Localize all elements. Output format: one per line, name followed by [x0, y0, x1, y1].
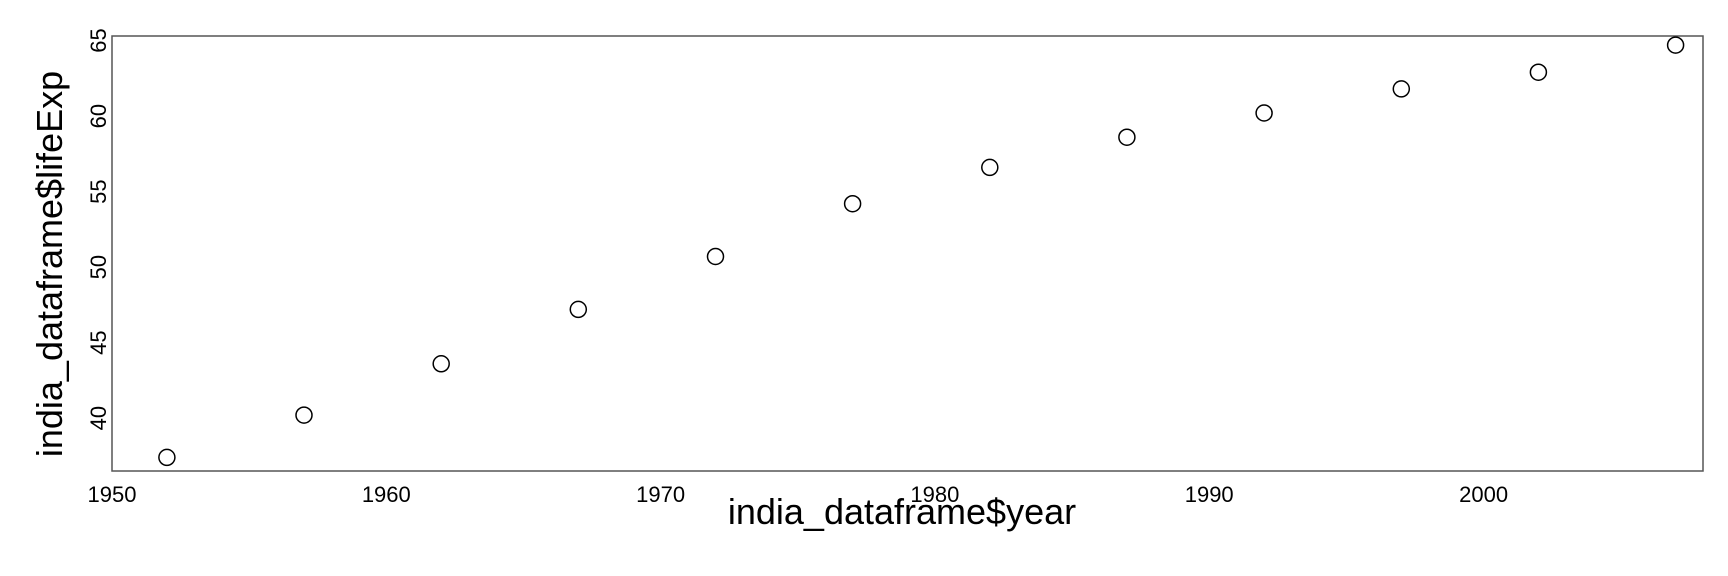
x-tick-label: 1950: [88, 482, 137, 507]
data-point: [1529, 63, 1548, 81]
y-tick-label: 45: [86, 330, 111, 354]
data-point: [1118, 128, 1136, 146]
plot-area: [111, 35, 1704, 472]
x-axis-ticks: 1950 1960 1970 1980 1990 2000: [88, 482, 1509, 507]
data-point: [843, 194, 862, 213]
data-point: [432, 355, 450, 373]
data-point: [1666, 36, 1685, 54]
data-point: [569, 300, 588, 319]
y-axis-ticks: 40 45 50 55 60 65: [86, 28, 111, 430]
x-tick-label: 1960: [362, 482, 411, 507]
data-point: [295, 406, 313, 424]
x-tick-label: 2000: [1459, 482, 1508, 507]
y-axis-title: india_dataframe$lifeExp: [29, 71, 70, 457]
x-tick-label: 1980: [910, 482, 959, 507]
data-point: [706, 247, 725, 266]
y-tick-label: 40: [86, 406, 111, 430]
y-tick-label: 65: [86, 28, 111, 52]
y-tick-label: 50: [86, 255, 111, 279]
data-point: [1392, 80, 1411, 98]
data-point: [981, 158, 999, 177]
data-point: [158, 448, 176, 467]
y-tick-label: 60: [86, 104, 111, 128]
x-tick-label: 1970: [636, 482, 685, 507]
y-tick-label: 55: [86, 179, 111, 203]
x-tick-label: 1990: [1185, 482, 1234, 507]
plot-frame: [111, 35, 1704, 472]
x-axis-title: india_dataframe$year: [728, 491, 1076, 532]
data-points: [158, 36, 1685, 467]
data-point: [1255, 104, 1273, 122]
